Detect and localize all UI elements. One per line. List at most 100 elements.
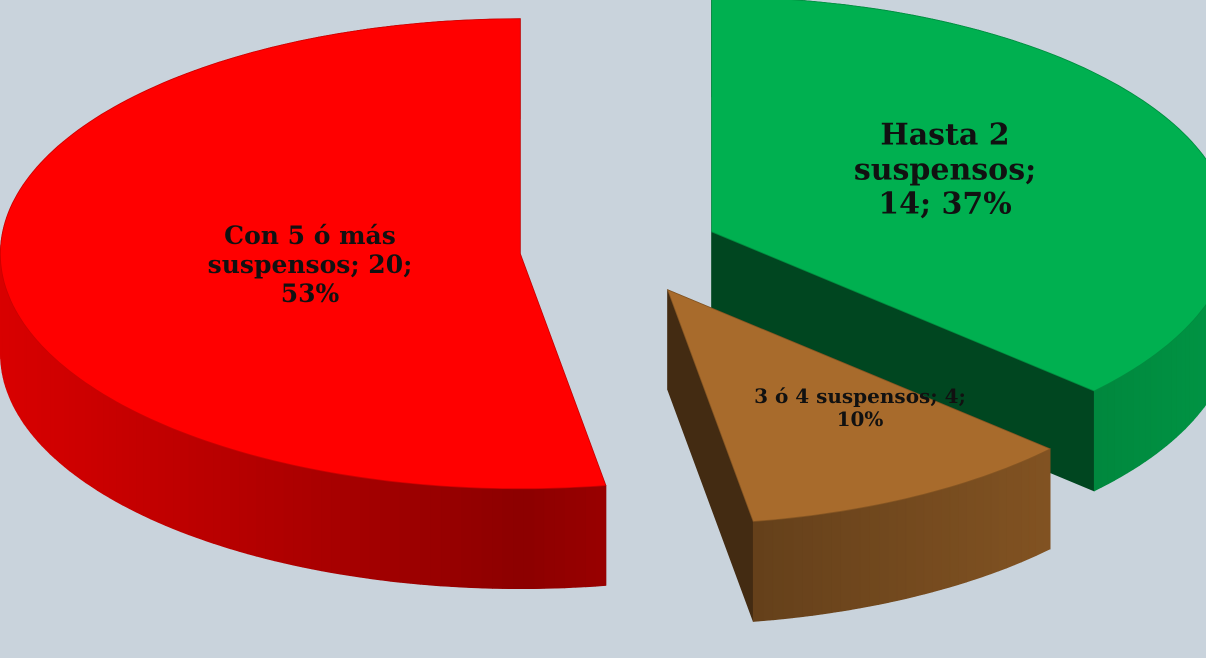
slice-side: [23, 322, 28, 429]
slice-side: [543, 487, 555, 589]
slice-side: [1197, 310, 1202, 417]
slice-side: [585, 485, 597, 588]
slice-side: [274, 460, 285, 564]
slice-side: [1127, 368, 1134, 474]
slice-side: [265, 458, 276, 562]
slice-side: [1013, 461, 1022, 566]
slice-side: [103, 393, 110, 499]
slice-side: [792, 516, 803, 619]
slice-side: [440, 485, 452, 587]
slice-side: [564, 487, 576, 589]
slice-side: [136, 411, 144, 517]
slice-side: [1042, 448, 1051, 553]
slice-side: [821, 512, 832, 615]
slice-side: [471, 487, 483, 589]
slice-side: [1156, 348, 1162, 455]
slice-side: [1133, 364, 1140, 470]
slice-side: [957, 481, 968, 586]
slice-side: [196, 437, 206, 542]
slice-side: [26, 327, 31, 434]
slice-side: [85, 382, 92, 488]
slice-side: [450, 486, 462, 588]
slice-side: [359, 476, 371, 580]
slice-side: [1176, 332, 1182, 438]
slice-side: [247, 453, 257, 557]
slice-side: [492, 488, 504, 589]
slice-side: [1166, 340, 1172, 447]
slice-side: [859, 505, 870, 609]
slice-side: [109, 397, 117, 503]
slice-side: [64, 365, 70, 472]
slice-side: [1100, 383, 1109, 488]
slice-side: [350, 475, 361, 578]
slice-side: [204, 440, 214, 544]
slice-side: [1150, 353, 1157, 459]
slice-side: [811, 513, 823, 616]
slice-side: [481, 487, 493, 589]
slice-side: [91, 385, 98, 491]
slice-side: [129, 408, 137, 513]
slice-side: [33, 336, 39, 443]
slice-side: [213, 442, 223, 547]
slice-side: [1145, 357, 1152, 463]
slice-side: [256, 455, 266, 559]
slice-side: [122, 404, 130, 510]
slice-side: [502, 488, 514, 590]
slice-side: [230, 448, 240, 552]
slice-side: [45, 349, 51, 455]
slice-side: [311, 468, 322, 572]
slice-side: [12, 305, 16, 411]
slice-side: [1028, 455, 1037, 560]
slice-side: [905, 496, 916, 599]
slice-side: [165, 425, 174, 530]
slice-side: [1200, 306, 1205, 413]
slice-side: [283, 462, 294, 566]
slice-side: [389, 480, 401, 583]
slice-side: [180, 431, 190, 536]
slice: [0, 18, 607, 590]
slice-side: [1035, 451, 1044, 556]
slice-side: [940, 486, 951, 590]
slice-side: [221, 445, 231, 550]
slice: [711, 0, 1206, 492]
slice-side: [30, 331, 35, 438]
slice-side: [595, 485, 607, 587]
slice-side: [97, 389, 104, 495]
slice-side: [990, 470, 1000, 575]
slice-side: [188, 434, 198, 539]
data-label: Hasta 2 suspensos; 14; 37%: [853, 117, 1037, 222]
slice-side: [10, 300, 14, 406]
slice-side: [914, 493, 925, 597]
slice-side: [869, 504, 880, 607]
slice-side: [512, 488, 524, 590]
slice-side: [1193, 314, 1198, 421]
slice-side: [238, 451, 248, 555]
slice-top: [666, 288, 1052, 522]
slice-side: [340, 473, 351, 577]
slice-side: [523, 488, 535, 590]
slice-side: [41, 344, 47, 451]
slice-side: [59, 361, 65, 468]
slice-side: [172, 428, 182, 533]
slice-top: [711, 0, 1206, 392]
slice-side: [772, 518, 784, 621]
slice-side: [143, 415, 151, 520]
slice-side: [998, 467, 1007, 572]
slice-side: [878, 502, 889, 605]
slice-side: [831, 510, 842, 614]
slice-side: [1120, 372, 1128, 478]
slice-side: [896, 498, 907, 601]
slice-side: [1139, 360, 1146, 466]
slice-side: [1107, 379, 1115, 485]
slice-side: [762, 519, 774, 622]
slice-side: [430, 484, 442, 587]
slice-side: [1006, 464, 1015, 569]
slice-side: [409, 483, 421, 585]
slice-side: [966, 478, 976, 583]
slice-side: [802, 515, 813, 618]
slice-side: [330, 472, 342, 575]
slice-side: [321, 470, 332, 573]
slice-side: [292, 464, 303, 568]
slice-side: [1180, 327, 1186, 434]
